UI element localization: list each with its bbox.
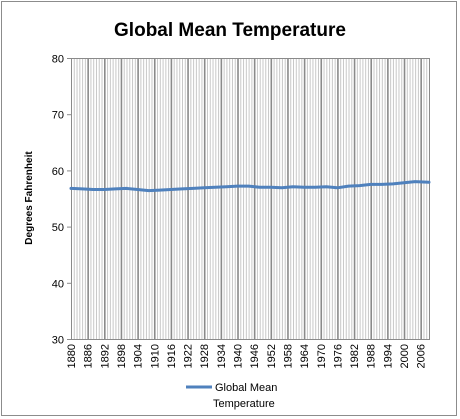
x-tick-label-1946: 1946 (249, 344, 261, 368)
x-tick-label-2000: 2000 (399, 344, 411, 368)
x-tick-label-1940: 1940 (233, 344, 245, 368)
x-tick-label-1934: 1934 (216, 344, 228, 368)
y-tick-label-60: 60 (52, 166, 64, 178)
legend: Global Mean Temperature (186, 382, 277, 410)
x-tick-label-1922: 1922 (183, 344, 195, 368)
plot-border (71, 58, 430, 340)
y-tick-label-80: 80 (52, 54, 64, 66)
x-tick-label-1898: 1898 (116, 344, 128, 368)
y-tick-label-70: 70 (52, 110, 64, 122)
x-tick-label-1928: 1928 (199, 344, 211, 368)
y-tick-label-50: 50 (52, 222, 64, 234)
legend-label-line2: Temperature (213, 398, 275, 410)
x-tick-label-1892: 1892 (99, 344, 111, 368)
legend-label-line1: Global Mean (215, 382, 277, 394)
x-tick-label-1964: 1964 (299, 344, 311, 368)
x-tick-label-1904: 1904 (133, 344, 145, 368)
chart-title: Global Mean Temperature (114, 20, 346, 41)
series-line-global-mean-temperature (69, 180, 431, 193)
x-tick-label-1994: 1994 (382, 344, 394, 368)
x-tick-label-1952: 1952 (266, 344, 278, 368)
y-tick-label-40: 40 (52, 278, 64, 290)
x-tick-label-1886: 1886 (83, 344, 95, 368)
x-tick-label-1988: 1988 (366, 344, 378, 368)
y-tick-label-30: 30 (52, 335, 64, 347)
x-tick-label-1880: 1880 (66, 344, 78, 368)
plot-area: 30 40 50 60 70 80 1880 1886 1892 1898 1904 1910 1916… (52, 54, 431, 368)
x-tick-label-1970: 1970 (316, 344, 328, 368)
x-tick-label-1958: 1958 (282, 344, 294, 368)
x-tick-label-1982: 1982 (349, 344, 361, 368)
x-tick-label-1976: 1976 (332, 344, 344, 368)
x-tick-label-1916: 1916 (166, 344, 178, 368)
x-tick-label-1910: 1910 (149, 344, 161, 368)
y-axis-label: Degrees Fahrenheit (24, 151, 35, 245)
x-tick-label-2006: 2006 (416, 344, 428, 368)
